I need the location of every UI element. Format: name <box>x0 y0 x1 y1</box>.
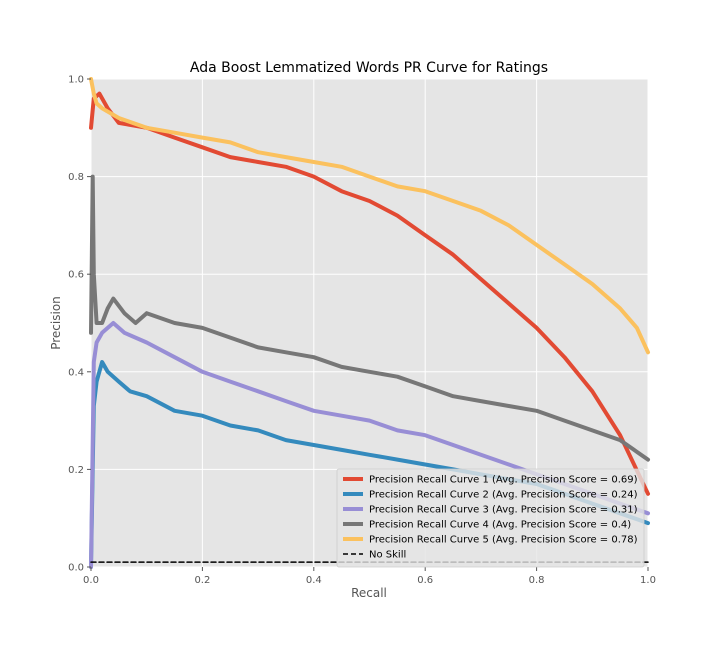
y-tick-label: 0.0 <box>68 563 84 574</box>
y-tick-label: 0.6 <box>68 270 84 281</box>
y-tick-label: 1.0 <box>68 75 84 86</box>
series-line-4 <box>89 174 650 462</box>
legend-frame <box>336 468 645 568</box>
x-tick-label: 1.0 <box>640 575 656 586</box>
chart-title: Ada Boost Lemmatized Words PR Curve for … <box>190 60 548 76</box>
series-line-5 <box>89 77 650 355</box>
legend-entry: Precision Recall Curve 2 (Avg. Precision… <box>369 490 638 501</box>
x-axis-label: Recall <box>351 586 387 600</box>
legend-entry: Precision Recall Curve 5 (Avg. Precision… <box>369 535 638 546</box>
y-tick-label: 0.2 <box>68 465 84 476</box>
series-line-1 <box>89 91 650 496</box>
legend-entry: No Skill <box>369 550 406 561</box>
legend-entry: Precision Recall Curve 4 (Avg. Precision… <box>369 520 631 531</box>
x-tick-label: 0.6 <box>417 575 433 586</box>
x-tick-label: 0.8 <box>529 575 545 586</box>
y-tick-label: 0.8 <box>68 172 84 183</box>
x-tick-label: 0.0 <box>83 575 99 586</box>
y-axis-label: Precision <box>49 296 63 350</box>
axis-ticks: 0.0 0.2 0.4 0.6 0.8 1.0 0.0 0.2 0.4 0.6 0.8 1.0 <box>68 75 656 587</box>
y-tick-label: 0.4 <box>68 367 84 378</box>
x-tick-label: 0.4 <box>306 575 322 586</box>
legend: Precision Recall Curve 1 (Avg. Precision… <box>336 468 645 568</box>
legend-entry: Precision Recall Curve 1 (Avg. Precision… <box>369 475 638 486</box>
x-tick-label: 0.2 <box>194 575 210 586</box>
legend-entry: Precision Recall Curve 3 (Avg. Precision… <box>369 505 638 516</box>
